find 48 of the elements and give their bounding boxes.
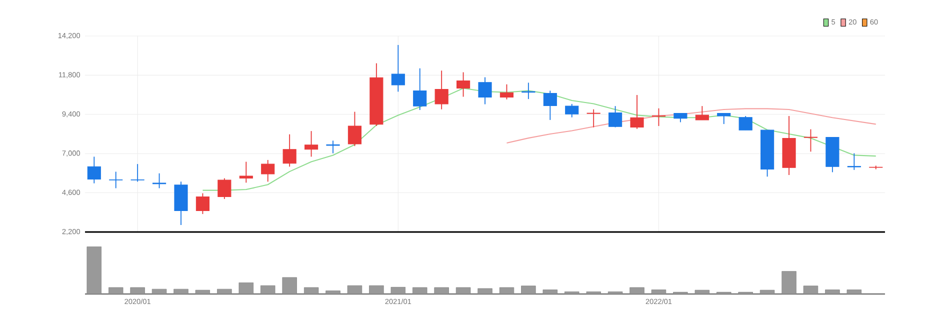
bar	[412, 287, 428, 294]
bar	[326, 290, 340, 294]
candlestick	[391, 44, 405, 92]
candlestick	[565, 103, 579, 118]
candlestick	[282, 134, 296, 168]
candlestick	[413, 68, 427, 110]
candlestick	[543, 90, 557, 120]
candlestick	[630, 94, 644, 130]
candlestick	[434, 70, 448, 110]
bar	[651, 290, 666, 294]
candlestick	[87, 156, 101, 184]
bar	[260, 285, 276, 294]
candlestick	[196, 192, 210, 214]
candlestick	[522, 82, 536, 100]
candlestick	[348, 111, 362, 147]
candlestick	[695, 106, 709, 120]
candlestick	[152, 172, 166, 189]
candlestick	[261, 159, 275, 182]
candlestick	[586, 108, 600, 128]
candlestick	[130, 164, 144, 182]
bar	[369, 285, 384, 294]
bar	[694, 290, 710, 294]
bar	[542, 290, 558, 294]
candlestick	[239, 161, 253, 184]
bar	[456, 287, 471, 294]
candlestick	[456, 72, 470, 98]
candlestick	[804, 128, 818, 152]
bar	[825, 290, 840, 294]
bar	[347, 285, 362, 294]
candlestick	[608, 106, 622, 128]
candlestick	[869, 165, 883, 170]
bar	[86, 246, 102, 294]
candlestick	[500, 84, 514, 100]
bar	[846, 290, 862, 294]
bar	[434, 287, 449, 294]
candlestick	[218, 178, 232, 200]
bar	[760, 290, 775, 294]
bar	[238, 282, 254, 294]
candlestick	[738, 116, 752, 131]
bar	[521, 286, 536, 294]
candlestick	[717, 112, 731, 124]
candlestick	[109, 171, 123, 189]
candlestick	[478, 76, 492, 105]
bar	[803, 286, 818, 294]
candlestick	[847, 152, 861, 170]
bar	[130, 287, 145, 294]
candlestick	[304, 130, 318, 158]
bar	[630, 287, 644, 294]
